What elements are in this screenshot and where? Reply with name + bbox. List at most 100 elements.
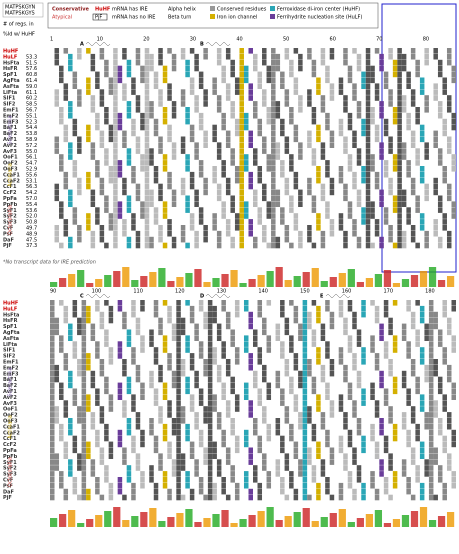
residue-cell [99, 459, 105, 465]
residue-cell [280, 166, 285, 172]
residue-cell [144, 65, 150, 72]
residue-cell [320, 471, 326, 477]
residue-cell [307, 183, 312, 190]
residue-cell [122, 447, 127, 454]
residue-cell [216, 195, 222, 202]
residue-cell [253, 418, 258, 424]
residue-cell [54, 59, 60, 66]
logo-letter [410, 275, 419, 287]
residue-cell [388, 225, 393, 231]
residue-cell [257, 83, 263, 89]
residue-cell [239, 112, 244, 119]
logo-letter [131, 280, 139, 287]
residue-cell [320, 412, 326, 418]
residue-cell [203, 453, 208, 459]
residue-cell [410, 412, 416, 418]
residue-cell [153, 207, 159, 213]
residue-cell [446, 242, 452, 249]
residue-cell [248, 219, 253, 225]
residue-cell [72, 488, 78, 495]
residue-cell [95, 213, 100, 219]
residue-cell [176, 317, 181, 324]
residue-cell [171, 154, 177, 160]
residue-cell [135, 59, 141, 66]
residue-cell [397, 189, 402, 196]
residue-cell [140, 394, 145, 400]
residue-cell [307, 130, 312, 137]
residue-cell [149, 382, 154, 389]
residue-cell [356, 236, 362, 243]
residue-cell [171, 471, 177, 477]
residue-cell [275, 53, 281, 60]
residue-cell [298, 59, 303, 66]
residue-cell [343, 323, 348, 330]
residue-cell [289, 207, 294, 213]
identity: 56.1 [26, 155, 37, 161]
residue-cell [280, 341, 285, 347]
residue-cell [176, 441, 181, 448]
residue-cell [50, 376, 55, 383]
residue-cell [311, 335, 317, 341]
residue-cell [221, 300, 226, 306]
residue-cell [388, 101, 393, 107]
residue-cell [221, 488, 226, 495]
residue-cell [388, 323, 393, 330]
residue-cell [86, 364, 91, 371]
residue-cell [108, 400, 114, 406]
residue-cell [307, 418, 312, 424]
residue-cell [379, 189, 384, 196]
residue-cell [59, 213, 64, 219]
residue-cell [86, 305, 91, 312]
residue-cell [212, 406, 217, 412]
residue-cell [216, 423, 222, 430]
residue-cell [437, 471, 443, 477]
residue-cell [293, 494, 299, 501]
residue-cell [280, 400, 285, 406]
residue-cell [379, 418, 384, 424]
identity: 54.7 [26, 161, 37, 167]
residue-cell [50, 494, 55, 501]
residue-cell [365, 124, 371, 131]
residue-cell [144, 59, 150, 66]
residue-cell [275, 423, 281, 430]
residue-cell [113, 142, 118, 148]
residue-cell [356, 376, 362, 383]
residue-cell [343, 370, 348, 377]
residue-cell [135, 148, 141, 154]
residue-cell [126, 382, 132, 389]
residue-cell [419, 124, 425, 131]
residue-cell [95, 429, 100, 436]
residue-cell [81, 300, 87, 306]
residue-cell [216, 107, 222, 113]
residue-cell [59, 201, 64, 207]
residue-cell [401, 195, 407, 202]
residue-cell [221, 347, 226, 353]
residue-cell [302, 471, 308, 477]
logo-letter [446, 276, 455, 287]
residue-cell [230, 65, 235, 72]
species-name: CcF1 [3, 436, 17, 442]
residue-cell [419, 488, 425, 495]
residue-cell [104, 207, 109, 213]
residue-cell [262, 225, 267, 231]
residue-cell [180, 225, 186, 231]
residue-cell [194, 142, 199, 148]
residue-cell [442, 130, 447, 137]
residue-cell [77, 225, 82, 231]
residue-cell [370, 118, 375, 125]
residue-cell [63, 353, 69, 359]
residue-cell [113, 189, 118, 196]
logo-letter [50, 282, 58, 287]
residue-cell [176, 412, 181, 418]
logo-letter [401, 279, 410, 287]
residue-cell [90, 201, 96, 207]
residue-cell [325, 347, 330, 353]
residue-cell [234, 447, 240, 454]
residue-cell [95, 394, 100, 400]
residue-cell [234, 225, 240, 231]
residue-cell [343, 364, 348, 371]
residue-cell [59, 107, 64, 113]
residue-cell [194, 242, 199, 249]
residue-cell [320, 59, 326, 66]
residue-cell [401, 148, 407, 154]
